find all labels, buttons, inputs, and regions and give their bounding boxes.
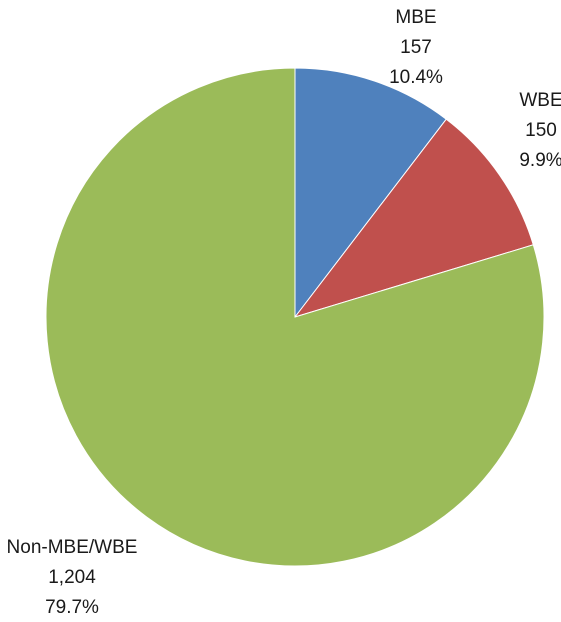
pie-slice xyxy=(294,67,447,319)
slice-value: 150 xyxy=(525,120,557,141)
slice-label: WBE xyxy=(519,90,561,111)
slice-percent: 79.7% xyxy=(45,597,99,618)
slice-value: 1,204 xyxy=(48,567,96,588)
slice-label: MBE xyxy=(395,7,436,28)
slice-label: Non-MBE/WBE xyxy=(7,537,138,558)
slice-value: 157 xyxy=(400,37,432,58)
pie-slice xyxy=(45,67,545,567)
slice-percent: 10.4% xyxy=(389,67,443,88)
pie-slice xyxy=(293,118,534,318)
slice-percent: 9.9% xyxy=(519,150,561,171)
